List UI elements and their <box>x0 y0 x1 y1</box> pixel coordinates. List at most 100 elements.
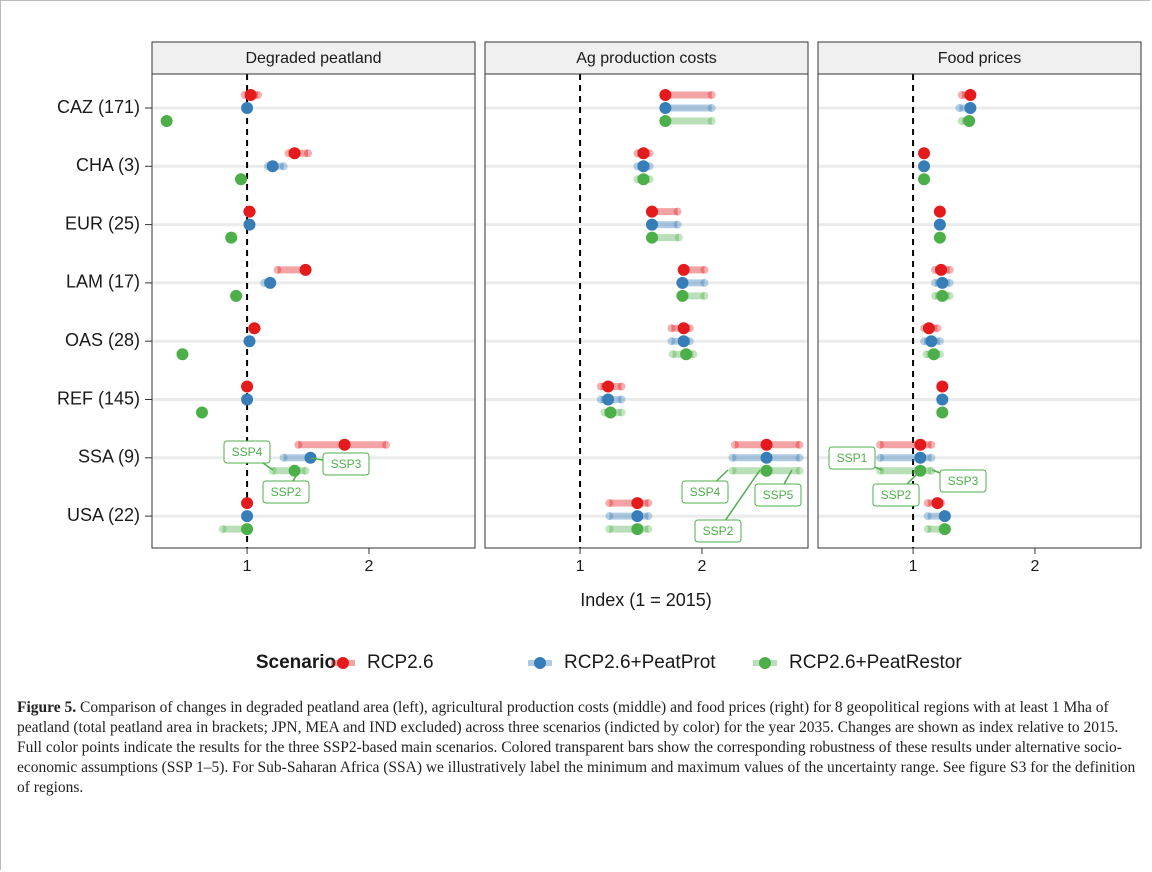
legend-label: RCP2.6+PeatRestor <box>789 652 962 673</box>
range-end <box>273 265 282 274</box>
range-end <box>707 117 716 125</box>
range-end <box>707 104 716 112</box>
caption-text: Comparison of changes in degraded peatla… <box>17 699 1136 796</box>
point <box>244 89 257 101</box>
annotation: SSP2 <box>271 485 302 499</box>
point <box>938 510 951 523</box>
point <box>637 173 650 186</box>
y-tick-label: LAM (17) <box>66 272 140 292</box>
annotation-box <box>754 483 802 507</box>
range-end <box>795 466 804 475</box>
point <box>176 348 189 361</box>
point <box>659 115 672 127</box>
facet-title: Ag production costs <box>576 50 717 67</box>
point <box>933 205 946 218</box>
annotation-box <box>872 483 920 507</box>
point <box>241 102 254 114</box>
point <box>225 231 238 244</box>
point <box>631 510 644 523</box>
point <box>631 497 644 510</box>
facet-header <box>151 41 476 75</box>
range-end <box>605 525 614 534</box>
point <box>964 102 977 114</box>
point <box>760 464 773 477</box>
range-end <box>644 525 653 534</box>
range-end <box>927 453 936 462</box>
range-end <box>218 525 227 534</box>
range-end <box>279 162 288 171</box>
x-tick-label: 2 <box>698 558 707 575</box>
range-end <box>876 440 885 449</box>
y-tick-label: CHA (3) <box>76 155 140 175</box>
facet-title: Food prices <box>938 50 1022 67</box>
point <box>299 263 312 276</box>
annotation: SSP1 <box>837 451 868 465</box>
point <box>288 147 301 160</box>
point <box>645 218 658 231</box>
annotation: SSP4 <box>232 445 263 459</box>
annotation-box <box>939 469 987 493</box>
annotation: SSP5 <box>763 488 794 502</box>
annotation: SSP4 <box>690 485 721 499</box>
range-end <box>617 408 626 417</box>
range-end <box>795 453 804 462</box>
range-end <box>795 440 804 449</box>
annotation-box <box>681 480 729 504</box>
range-end <box>707 91 716 99</box>
range-end <box>617 395 626 404</box>
caption: Figure 5. Comparison of changes in degra… <box>17 698 1142 798</box>
range-end <box>301 466 310 475</box>
range-end <box>923 525 932 534</box>
point <box>195 406 208 419</box>
point <box>680 348 693 361</box>
range-end <box>700 291 709 300</box>
range-end <box>644 499 653 508</box>
panel-border <box>484 73 809 549</box>
point <box>659 102 672 114</box>
annotation-box <box>262 480 310 504</box>
point <box>243 205 256 218</box>
range-end <box>730 440 739 449</box>
range-end <box>728 466 737 475</box>
range-end <box>667 337 676 346</box>
range-end <box>876 453 885 462</box>
point <box>963 115 976 127</box>
range-end <box>605 512 614 521</box>
annotation: SSP3 <box>331 457 362 471</box>
point <box>918 160 931 173</box>
point <box>677 335 690 348</box>
point <box>938 523 951 536</box>
point <box>933 231 946 244</box>
range-end <box>927 440 936 449</box>
panel <box>152 74 475 548</box>
range-end <box>935 337 944 346</box>
annotation-box <box>828 446 876 470</box>
point <box>936 406 949 419</box>
point <box>935 263 948 276</box>
range-end <box>667 324 676 333</box>
legend-key-point <box>534 657 546 669</box>
point <box>760 451 773 464</box>
point <box>676 289 689 302</box>
range-end <box>927 466 936 475</box>
point <box>241 510 254 523</box>
point <box>241 523 254 536</box>
legend-key-point <box>337 657 349 669</box>
range-end <box>668 350 677 359</box>
facet-header <box>484 41 809 75</box>
point <box>659 89 672 101</box>
point <box>241 497 254 510</box>
annotation: SSP2 <box>703 524 734 538</box>
point <box>964 89 977 101</box>
x-tick-label: 1 <box>576 558 585 575</box>
point <box>933 218 946 231</box>
range-end <box>644 512 653 521</box>
point <box>922 322 935 335</box>
point <box>645 231 658 244</box>
point <box>234 173 247 186</box>
point <box>266 160 279 173</box>
range-end <box>945 265 954 274</box>
point <box>914 438 927 451</box>
range-end <box>700 278 709 287</box>
